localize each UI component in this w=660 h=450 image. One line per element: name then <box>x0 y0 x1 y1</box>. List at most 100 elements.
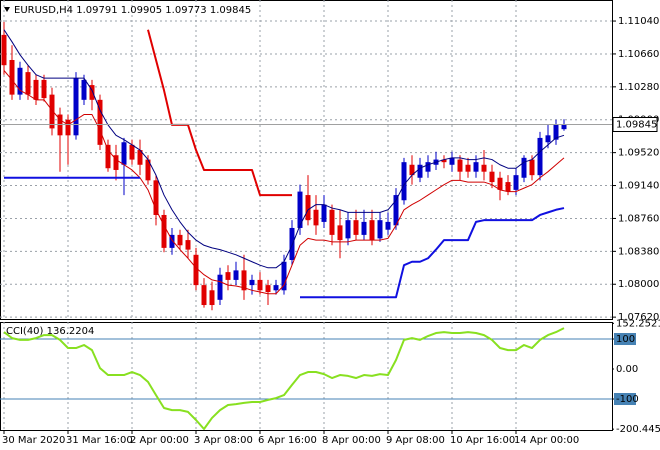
candle-body <box>313 209 319 226</box>
main-title: EURUSD,H4 1.09791 1.09905 1.09773 1.0984… <box>14 5 251 16</box>
y-tick-label: 1.09520 <box>618 148 659 159</box>
candle-body <box>233 270 239 280</box>
candle-body <box>377 220 383 239</box>
candle-body <box>305 195 311 221</box>
candle-body <box>121 142 127 165</box>
candle-body <box>25 72 31 95</box>
candle-body <box>473 162 479 172</box>
y-tick-label: -200.4455 <box>616 424 660 435</box>
candle-body <box>265 285 271 293</box>
candle-body <box>529 159 535 176</box>
candle-body <box>17 67 23 95</box>
cci-value: 136.2204 <box>47 326 95 337</box>
candle-body <box>401 162 407 201</box>
candle-body <box>81 79 87 100</box>
candle-body <box>241 270 247 291</box>
candle-body <box>97 99 103 145</box>
y-tick-label: 1.11040 <box>618 16 659 27</box>
candle-body <box>161 214 167 248</box>
y-tick-label: 1.09140 <box>618 181 659 192</box>
candle-body <box>297 191 303 228</box>
cci-line <box>3 327 565 431</box>
x-tick-label: 31 Mar 16:00 <box>66 435 133 446</box>
candle-body <box>193 254 199 286</box>
candle-body <box>209 290 215 306</box>
candle-body <box>337 225 343 241</box>
candle-body <box>281 261 287 291</box>
x-tick-label: 8 Apr 00:00 <box>322 435 381 446</box>
y-tick-label: 0.00 <box>616 364 638 375</box>
candle-body <box>417 164 423 178</box>
collapse-icon <box>4 7 10 12</box>
candle-body <box>361 221 367 235</box>
candle-body <box>137 150 143 165</box>
cci-panel <box>0 322 613 431</box>
candle-body <box>513 175 519 190</box>
candle-body <box>225 272 231 280</box>
candle-body <box>329 209 335 235</box>
candle-body <box>185 240 191 250</box>
y-tick-label: 1.08380 <box>618 246 659 257</box>
candle-body <box>145 159 151 181</box>
x-tick-label: 30 Mar 2020 <box>2 435 65 446</box>
candle-body <box>257 279 263 291</box>
cci-title: CCI(40) 136.2204 <box>6 326 94 337</box>
candle-body <box>465 164 471 172</box>
candle-body <box>481 164 487 172</box>
candle-body <box>545 135 551 143</box>
candle-body <box>393 195 399 226</box>
candle-body <box>505 182 511 192</box>
indicator-line <box>3 29 565 269</box>
candle-body <box>489 171 495 183</box>
y-tick-label: 1.10660 <box>618 49 659 60</box>
ohlc-open: 1.09791 <box>76 5 117 16</box>
y-tick-label: 152.2521 <box>616 318 660 329</box>
candle-body <box>105 144 111 169</box>
candle-body <box>321 204 327 222</box>
candle-body <box>457 159 463 172</box>
candle-body <box>9 60 15 95</box>
candle-body <box>497 177 503 190</box>
x-tick-label: 14 Apr 00:00 <box>514 435 579 446</box>
candle-body <box>49 94 55 129</box>
y-tick-label: 1.10280 <box>618 82 659 93</box>
candle-body <box>113 155 119 170</box>
candle-body <box>385 221 391 230</box>
candle-body <box>249 279 255 286</box>
candle-body <box>89 85 95 100</box>
y-tick-label: 1.08000 <box>618 279 659 290</box>
candle-body <box>425 162 431 172</box>
candle-body <box>201 285 207 306</box>
candle-body <box>449 157 455 165</box>
candle-body <box>409 164 415 176</box>
candle-body <box>441 159 447 163</box>
cci-name: CCI(40) <box>6 326 44 337</box>
y-tick-label: 100 <box>616 334 635 345</box>
main-panel <box>0 0 613 320</box>
price-tag <box>612 117 658 133</box>
y-tick-label: 1.07620 <box>618 312 659 323</box>
ohlc-close: 1.09845 <box>210 5 251 16</box>
candle-body <box>345 220 351 239</box>
x-tick-label: 6 Apr 16:00 <box>258 435 317 446</box>
price-tag-label: 1.09845 <box>616 120 657 131</box>
candle-body <box>561 124 567 130</box>
candle-body <box>353 220 359 235</box>
candle-body <box>369 220 375 241</box>
candle-body <box>217 274 223 300</box>
symbol: EURUSD,H4 <box>14 5 73 16</box>
y-tick-label: 1.08760 <box>618 213 659 224</box>
y-tick-label: -100 <box>616 394 639 405</box>
candle-body <box>1 34 7 66</box>
candle-body <box>65 119 71 136</box>
level-tag <box>614 393 636 406</box>
candle-body <box>537 137 543 176</box>
candle-body <box>41 79 47 99</box>
ohlc-low: 1.09773 <box>165 5 206 16</box>
candle-body <box>169 234 175 248</box>
x-tick-label: 10 Apr 16:00 <box>450 435 515 446</box>
candle-body <box>521 157 527 178</box>
